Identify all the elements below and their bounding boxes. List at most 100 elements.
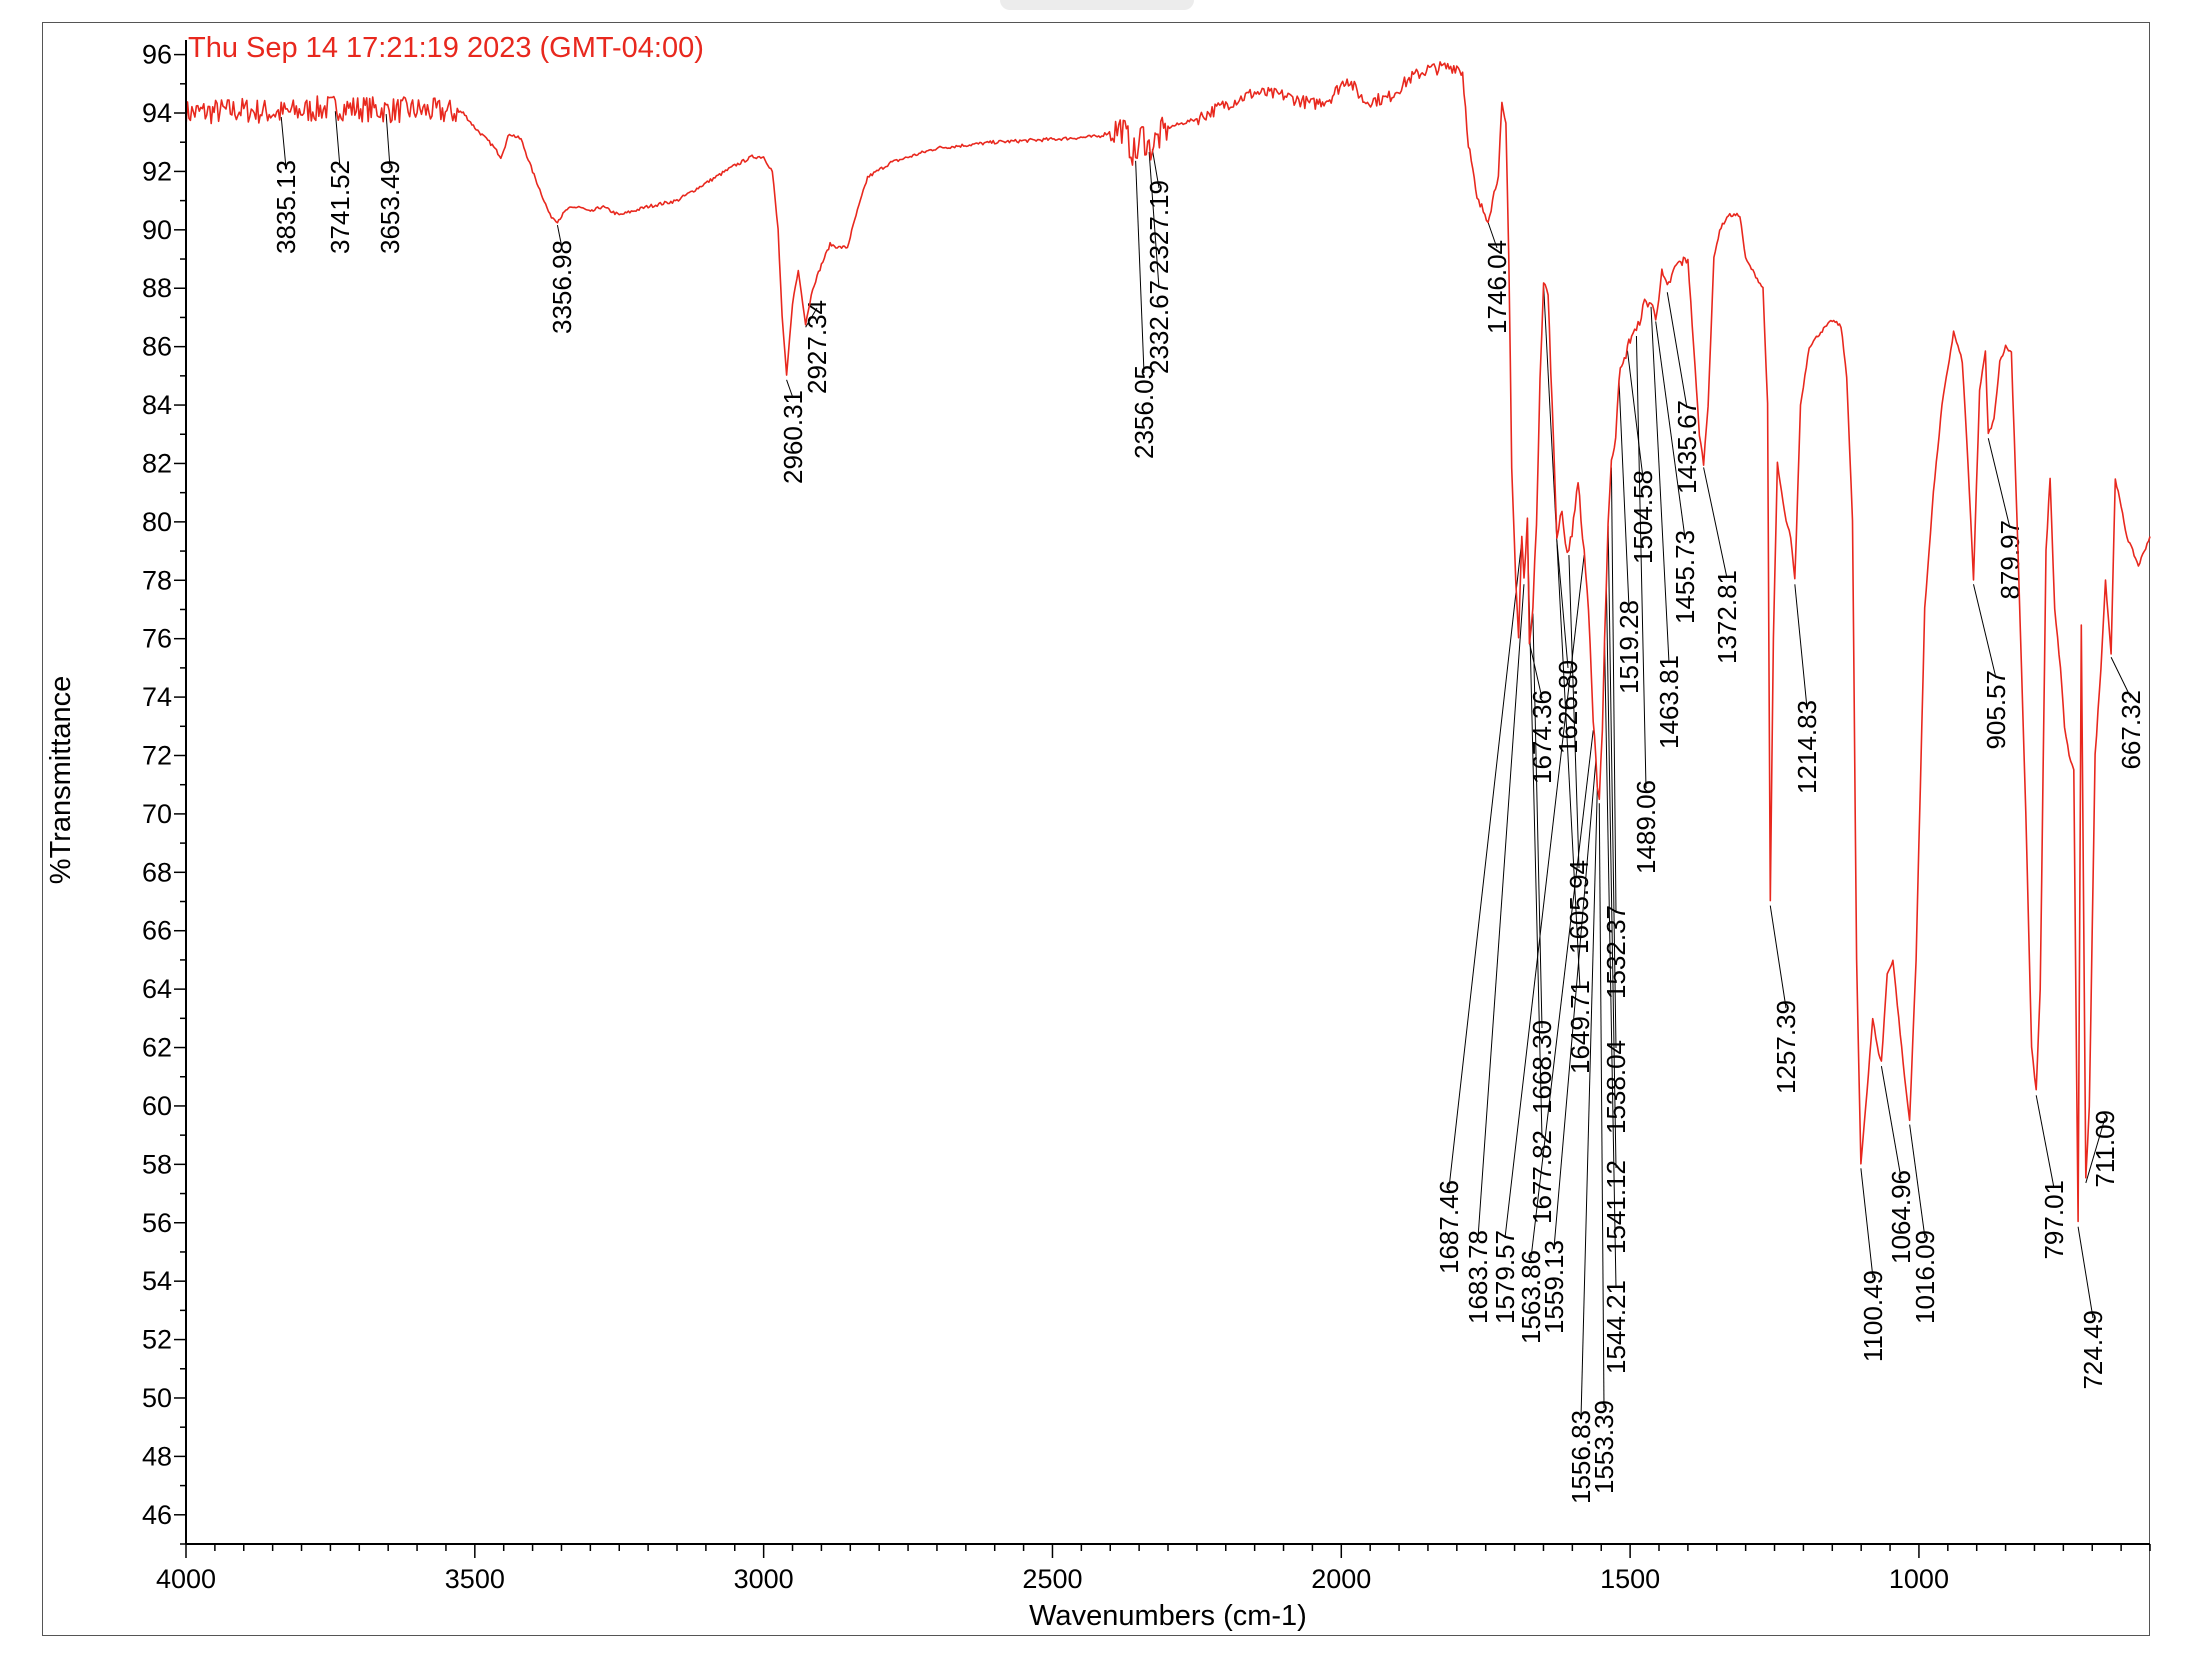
peak-label: 1504.58	[1628, 470, 1658, 564]
x-tick-label: 1500	[1600, 1564, 1660, 1594]
peak-label: 2356.05	[1129, 365, 1159, 459]
peak-label: 1541.12	[1601, 1160, 1631, 1254]
peak-leader-line	[1607, 525, 1617, 1049]
peak-leader-line	[1618, 379, 1630, 609]
peak-label: 1563.86	[1516, 1250, 1546, 1344]
peak-leader-line	[1605, 584, 1617, 1169]
peak-label: 1100.49	[1858, 1270, 1888, 1362]
peak-annotations: 3835.13 3741.52 3653.49 3356.98 2960.312927.…	[271, 111, 2146, 1504]
y-tick-label: 94	[142, 98, 172, 128]
peak-label: 1553.39	[1589, 1400, 1619, 1494]
y-tick-label: 84	[142, 390, 172, 420]
peak-leader-line	[1794, 584, 1808, 709]
y-tick-label: 76	[142, 624, 172, 654]
y-tick-label: 50	[142, 1383, 172, 1413]
peak-label: 1214.83	[1792, 700, 1822, 794]
peak-label: 797.01	[2039, 1180, 2069, 1260]
peak-leader-line	[1655, 321, 1686, 539]
peak-leader-line	[1769, 905, 1787, 1009]
peak-leader-line	[1598, 803, 1605, 1409]
peak-label: 1372.81	[1712, 570, 1742, 664]
peak-label: 1519.28	[1614, 600, 1644, 694]
peak-label: 1455.73	[1670, 530, 1700, 624]
peak-leader-line	[1604, 642, 1617, 1289]
y-tick-label: 54	[142, 1266, 172, 1296]
peak-label: 1687.46	[1434, 1180, 1464, 1274]
peak-leader-line	[1626, 350, 1644, 479]
peak-leader-line	[805, 307, 818, 328]
peak-leader-line	[1151, 149, 1160, 189]
y-tick-label: 96	[142, 40, 172, 70]
y-tick-label: 68	[142, 857, 172, 887]
y-tick-label: 70	[142, 799, 172, 829]
y-tick-label: 56	[142, 1208, 172, 1238]
peak-leader-line	[1504, 555, 1585, 1239]
peak-label: 2960.31	[778, 390, 808, 484]
x-axis-title: Wavenumbers (cm-1)	[1029, 1600, 1307, 1632]
peak-label: 1463.81	[1654, 655, 1684, 749]
timestamp-label: Thu Sep 14 17:21:19 2023 (GMT-04:00)	[188, 32, 704, 64]
y-axis-title: %Transmittance	[45, 676, 77, 884]
peak-leader-line	[1880, 1066, 1902, 1179]
peak-label: 1538.04	[1601, 1040, 1631, 1134]
y-tick-label: 72	[142, 740, 172, 770]
peak-label: 3741.52	[325, 160, 355, 254]
peak-leader-line	[1135, 160, 1145, 374]
peak-leader-line	[1530, 730, 1594, 1259]
peak-leader-line	[2110, 657, 2132, 699]
x-tick-label: 4000	[156, 1564, 216, 1594]
peak-leader-line	[1580, 788, 1598, 1419]
peak-label: 1556.83	[1566, 1410, 1596, 1504]
window-tab-stub	[1000, 0, 1194, 10]
peak-label: 1683.78	[1463, 1230, 1493, 1324]
y-tick-label: 80	[142, 507, 172, 537]
peak-leader-line	[1987, 438, 2011, 529]
x-axis-ticks: 4000 3500 3000 2500 2000 1500 1000	[156, 1544, 2151, 1594]
peak-label: 1579.57	[1490, 1230, 1520, 1324]
peak-label: 905.57	[1981, 670, 2011, 750]
peak-label: 1257.39	[1771, 1000, 1801, 1094]
peak-label: 1532.37	[1601, 905, 1631, 999]
peak-leader-line	[1703, 467, 1728, 579]
peak-label: 879.97	[1995, 520, 2025, 600]
y-tick-label: 62	[142, 1033, 172, 1063]
peak-leader-line	[334, 111, 341, 169]
x-tick-label: 2500	[1022, 1564, 1082, 1594]
peak-leader-line	[1553, 759, 1597, 1249]
peak-label: 667.32	[2116, 690, 2146, 770]
peak-label: 1674.36	[1527, 690, 1557, 784]
peak-leader-line	[1973, 584, 1997, 679]
plot-frame	[42, 22, 2150, 1636]
y-tick-label: 48	[142, 1441, 172, 1471]
y-tick-label: 92	[142, 156, 172, 186]
peak-label: 3356.98	[547, 240, 577, 334]
y-tick-label: 52	[142, 1325, 172, 1355]
x-tick-label: 3500	[445, 1564, 505, 1594]
peak-label: 1668.30	[1527, 1020, 1557, 1114]
peak-leader-line	[1666, 292, 1688, 409]
peak-leader-line	[1532, 613, 1543, 1029]
peak-leader-line	[1148, 152, 1160, 289]
peak-leader-line	[556, 224, 563, 249]
y-tick-label: 60	[142, 1091, 172, 1121]
peak-leader-line	[385, 114, 391, 169]
peak-label: 2927.34	[802, 300, 832, 394]
peak-label: 2332.67	[1144, 280, 1174, 374]
peak-leader-line	[280, 116, 287, 169]
peak-label: 3835.13	[271, 160, 301, 254]
peak-label: 1016.09	[1910, 1230, 1940, 1324]
peak-leader-line	[1650, 306, 1670, 664]
peak-label: 1559.13	[1539, 1240, 1569, 1334]
peak-leader-line	[1635, 336, 1647, 789]
peak-leader-line	[1477, 584, 1525, 1239]
y-tick-label: 46	[142, 1500, 172, 1530]
peak-label: 724.49	[2078, 1310, 2108, 1390]
y-tick-label: 66	[142, 916, 172, 946]
peak-label: 1064.96	[1886, 1170, 1916, 1264]
peak-label: 1746.04	[1482, 240, 1512, 334]
peak-leader-line	[1909, 1124, 1926, 1239]
y-axis-ticks: 96 94 92 90 88 86 84 82 80 78 76 74 72 70 68 66 64 62 60 58…	[142, 40, 186, 1545]
y-tick-label: 78	[142, 565, 172, 595]
peak-label: 1626.80	[1553, 660, 1583, 754]
peak-leader-line	[2085, 1117, 2106, 1184]
